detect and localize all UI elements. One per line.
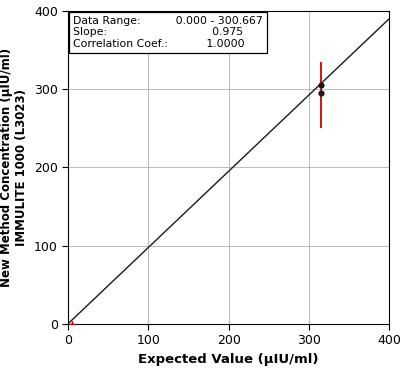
- Point: [318, 83, 324, 89]
- X-axis label: Expected Value (μIU/ml): Expected Value (μIU/ml): [138, 353, 319, 366]
- Point: [318, 90, 324, 96]
- Y-axis label: New Method Concentration (μIU/ml)
IMMULITE 1000 (L3023): New Method Concentration (μIU/ml) IMMULI…: [0, 48, 28, 287]
- Text: Data Range:          0.000 - 300.667
Slope:                              0.975
C: Data Range: 0.000 - 300.667 Slope: 0.975…: [73, 16, 263, 49]
